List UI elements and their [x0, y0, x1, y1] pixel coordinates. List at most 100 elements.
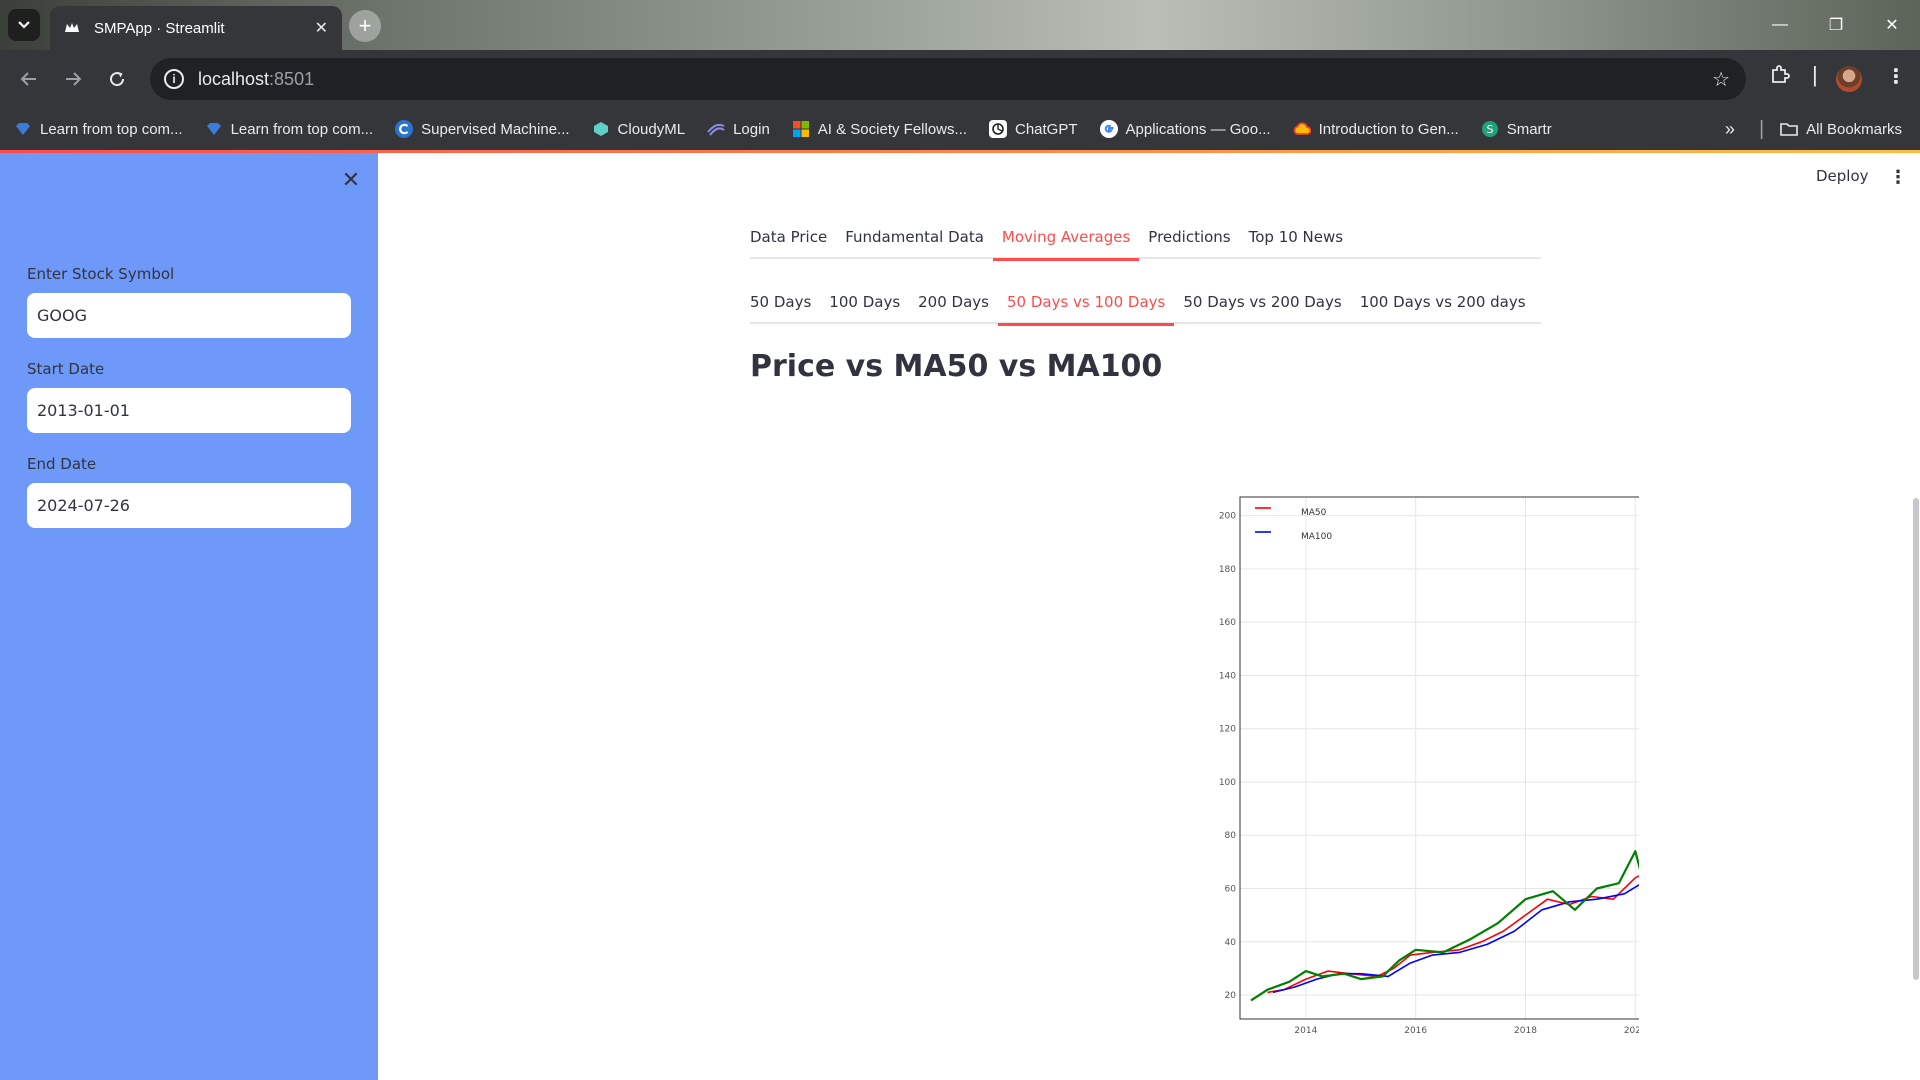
start-date-label: Start Date	[27, 360, 105, 378]
svg-text:S: S	[1486, 123, 1493, 136]
all-bookmarks[interactable]: All Bookmarks	[1806, 120, 1902, 138]
coursera-icon	[395, 120, 414, 138]
browser-tab[interactable]: SMPApp · Streamlit ✕	[50, 6, 342, 50]
tab-fundamental-data[interactable]: Fundamental Data	[845, 227, 984, 246]
bookmark-item[interactable]: Learn from top com...	[205, 120, 373, 138]
bookmark-item[interactable]: AI & Society Fellows...	[792, 120, 967, 138]
chevron-down-icon	[18, 21, 30, 29]
x-tick-label: 2018	[1514, 1026, 1537, 1036]
subtab-50-vs-200-days[interactable]: 50 Days vs 200 Days	[1183, 292, 1342, 311]
symbol-input[interactable]: GOOG	[27, 293, 351, 338]
extensions-icon[interactable]	[1770, 64, 1790, 90]
page-title: Price vs MA50 vs MA100	[750, 349, 1163, 384]
series-line-ma100	[1272, 600, 1886, 994]
subtab-50-vs-100-days[interactable]: 50 Days vs 100 Days	[997, 279, 1175, 326]
deploy-button[interactable]: Deploy	[1816, 167, 1869, 185]
bookmark-item[interactable]: Learn from top com...	[14, 120, 183, 138]
microsoft-icon	[792, 120, 810, 138]
subtab-100-vs-200-days[interactable]: 100 Days vs 200 days	[1359, 292, 1526, 311]
google-cloud-icon	[1293, 120, 1311, 138]
y-tick-label: 20	[1225, 991, 1237, 1001]
smartr-icon: S	[1481, 120, 1499, 138]
series-line-ma50	[1267, 590, 1886, 994]
moving-average-subtabs: 50 Days 100 Days 200 Days 50 Days vs 100…	[750, 279, 1541, 326]
x-tick-label: 2014	[1294, 1026, 1317, 1036]
site-info-icon[interactable]: i	[164, 69, 184, 89]
bookmark-item[interactable]: ChatGPT	[989, 120, 1078, 138]
bookmarks-bar: Learn from top com... Learn from top com…	[0, 108, 1920, 150]
x-tick-label: 2020	[1624, 1026, 1639, 1036]
bookmark-item[interactable]: S Smartr	[1481, 120, 1552, 138]
close-window-icon[interactable]: ✕	[1885, 17, 1899, 34]
close-sidebar-icon[interactable]: ✕	[341, 167, 361, 192]
tab-title: SMPApp · Streamlit	[94, 19, 225, 37]
more-bookmarks-icon[interactable]: »	[1724, 118, 1735, 139]
bookmark-item[interactable]: Introduction to Gen...	[1293, 120, 1459, 138]
y-tick-label: 200	[1219, 512, 1236, 522]
chart-container: 2014201620182020202220242040608010012014…	[819, 491, 1920, 1076]
y-tick-label: 120	[1219, 725, 1236, 735]
plot-frame	[1239, 496, 1920, 1020]
y-tick-label: 100	[1219, 778, 1236, 788]
reload-icon[interactable]	[102, 64, 132, 94]
tab-top-10-news[interactable]: Top 10 News	[1248, 227, 1344, 246]
y-tick-label: 40	[1225, 938, 1237, 948]
streamlit-decoration-bar	[0, 150, 1920, 153]
diamond-blue-icon	[205, 120, 223, 138]
address-bar[interactable]: i localhost:8501 ☆	[150, 58, 1746, 100]
profile-avatar[interactable]	[1836, 66, 1862, 92]
bookmark-item[interactable]: Supervised Machine...	[395, 120, 570, 138]
moving-average-chart: 2014201620182020202220242040608010012014…	[1219, 496, 1920, 1036]
subtab-100-days[interactable]: 100 Days	[829, 292, 901, 311]
new-tab-button[interactable]: +	[349, 10, 381, 42]
tab-data-price[interactable]: Data Price	[750, 227, 828, 246]
window-controls: — ❐ ✕	[1752, 0, 1920, 50]
bookmark-item[interactable]: Login	[707, 120, 770, 138]
start-date-value: 2013-01-01	[37, 401, 130, 420]
y-tick-label: 140	[1219, 671, 1236, 681]
browser-menu-icon[interactable]: ⋮	[1886, 66, 1906, 88]
bookmark-item[interactable]: CloudyML	[592, 120, 685, 138]
main-tabs: Data Price Fundamental Data Moving Avera…	[750, 214, 1541, 261]
streamlit-crown-icon	[64, 20, 80, 36]
browser-toolbar: i localhost:8501 ☆ | ⋮	[0, 50, 1920, 108]
main-content: Deploy ⋮ Data Price Fundamental Data Mov…	[378, 153, 1920, 1080]
google-icon	[1099, 120, 1118, 138]
tab-moving-averages[interactable]: Moving Averages	[992, 214, 1140, 261]
series-line-price	[1250, 538, 1888, 1002]
start-date-input[interactable]: 2013-01-01	[27, 388, 351, 433]
y-tick-label: 80	[1225, 831, 1237, 841]
bookmark-item[interactable]: Applications — Goo...	[1099, 120, 1271, 138]
end-date-input[interactable]: 2024-07-26	[27, 483, 351, 528]
folder-icon	[1780, 122, 1798, 136]
restore-icon[interactable]: ❐	[1828, 17, 1844, 34]
diamond-blue-icon	[14, 120, 32, 138]
back-icon[interactable]	[14, 64, 44, 94]
sidebar: ✕ Enter Stock Symbol GOOG Start Date 201…	[0, 153, 378, 1080]
forward-icon[interactable]	[58, 64, 88, 94]
scrollbar[interactable]	[1913, 498, 1919, 980]
symbol-label: Enter Stock Symbol	[27, 265, 175, 283]
end-date-label: End Date	[27, 455, 97, 473]
symbol-value: GOOG	[37, 306, 87, 325]
y-tick-label: 60	[1225, 885, 1237, 895]
toolbar-divider: |	[1812, 62, 1818, 87]
end-date-value: 2024-07-26	[37, 496, 130, 515]
login-swirl-icon	[707, 120, 725, 138]
x-tick-label: 2016	[1404, 1026, 1427, 1036]
subtab-200-days[interactable]: 200 Days	[918, 292, 989, 311]
browser-tab-strip: SMPApp · Streamlit ✕ + — ❐ ✕	[0, 0, 1920, 50]
bookmarks-overflow: » | All Bookmarks	[1725, 108, 1902, 150]
close-tab-icon[interactable]: ✕	[314, 20, 328, 37]
bookmark-star-icon[interactable]: ☆	[1712, 69, 1730, 91]
subtab-50-days[interactable]: 50 Days	[750, 292, 812, 311]
y-tick-label: 160	[1219, 618, 1236, 628]
legend-label: MA50	[1301, 508, 1327, 518]
tab-search-button[interactable]	[8, 9, 40, 41]
app-menu-icon[interactable]: ⋮	[1889, 167, 1907, 187]
url-text: localhost:8501	[198, 68, 315, 89]
bookmarks-divider: |	[1758, 117, 1765, 140]
chatgpt-icon	[989, 120, 1007, 138]
tab-predictions[interactable]: Predictions	[1148, 227, 1231, 246]
minimize-icon[interactable]: —	[1772, 16, 1788, 33]
